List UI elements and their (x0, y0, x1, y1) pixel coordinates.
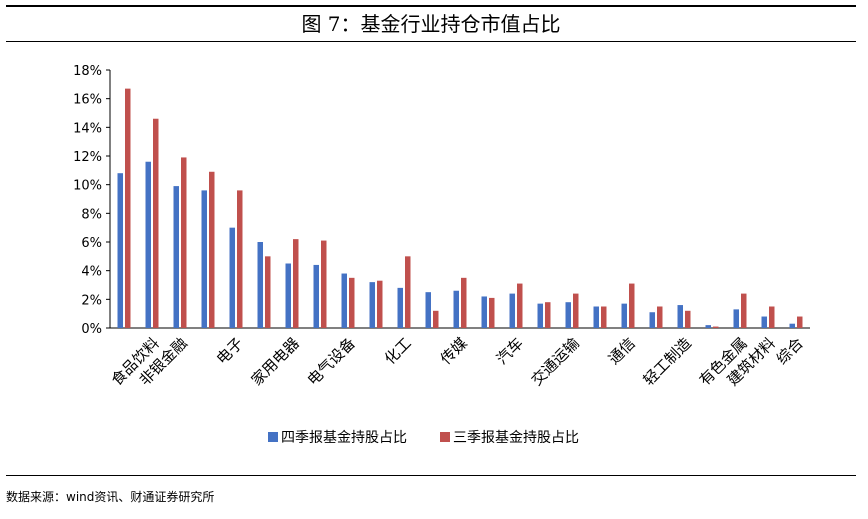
y-tick-label: 14% (73, 121, 102, 136)
bar-q3 (209, 171, 215, 328)
bar-q3 (125, 88, 131, 328)
x-tick-label: 轻工制造 (640, 334, 695, 389)
y-tick-label: 8% (81, 207, 102, 222)
x-tick-label: 汽车 (493, 334, 527, 368)
legend-swatch-q3 (440, 432, 450, 442)
bar-q3 (545, 302, 551, 328)
y-tick-label: 16% (73, 93, 102, 108)
bar-q3 (293, 239, 299, 328)
source-note: 数据来源：wind资讯、财通证券研究所 (6, 490, 215, 504)
bar-q4 (565, 302, 571, 328)
bar-q4 (453, 290, 459, 328)
y-tick-label: 12% (73, 150, 102, 165)
bar-q3 (237, 190, 243, 328)
bar-q4 (677, 305, 683, 328)
bar-q4 (593, 306, 599, 328)
bar-q4 (481, 296, 487, 328)
x-tick-label: 综合 (773, 334, 807, 368)
legend-label-q4: 四季报基金持股占比 (281, 429, 407, 446)
y-tick-label: 6% (81, 236, 102, 251)
bar-q4 (341, 273, 347, 328)
bar-q3 (797, 316, 803, 328)
bar-q3 (713, 326, 719, 328)
bar-q4 (145, 161, 151, 328)
bar-q4 (285, 263, 291, 328)
bar-q3 (405, 256, 411, 328)
x-tick-label: 化工 (381, 334, 415, 368)
bar-q3 (181, 157, 187, 328)
y-tick-label: 4% (81, 265, 102, 280)
bar-q4 (313, 264, 319, 328)
bar-q3 (153, 118, 159, 328)
bar-q4 (257, 242, 263, 328)
legend-swatch-q4 (268, 432, 278, 442)
bar-q4 (733, 309, 739, 328)
y-tick-label: 18% (73, 64, 102, 79)
bar-q4 (229, 227, 235, 328)
bar-q3 (601, 306, 607, 328)
bar-q3 (433, 310, 439, 328)
figure-frame: 图 7：基金行业持仓市值占比 (6, 5, 856, 476)
bar-q4 (369, 282, 375, 328)
bar-q4 (397, 287, 403, 328)
bar-q3 (349, 277, 355, 328)
bar-q4 (509, 293, 515, 328)
legend-label-q3: 三季报基金持股占比 (453, 429, 579, 446)
x-tick-label: 家用电器 (248, 334, 303, 389)
bar-chart: 0%2%4%6%8%10%12%14%16%18%食品饮料非银金融 电子 家用电器电… (73, 64, 810, 446)
y-tick-label: 10% (73, 179, 102, 194)
x-tick-label: 传媒 (437, 334, 471, 368)
bar-q3 (741, 293, 747, 328)
bar-q3 (517, 283, 523, 328)
x-tick-label: 电子 (213, 334, 247, 368)
x-tick-label: 电气设备 (304, 334, 359, 389)
y-tick-label: 0% (81, 322, 102, 337)
bar-q3 (629, 283, 635, 328)
bar-q4 (537, 303, 543, 328)
bar-q4 (117, 173, 123, 328)
bar-q4 (425, 292, 431, 328)
bar-q4 (649, 312, 655, 328)
bar-q3 (377, 280, 383, 328)
bar-q4 (789, 323, 795, 328)
x-tick-label: 交通运输 (528, 334, 583, 389)
bar-q3 (573, 293, 579, 328)
bar-q4 (761, 316, 767, 328)
bar-q4 (621, 303, 627, 328)
bar-q3 (685, 310, 691, 328)
bar-q3 (489, 297, 495, 328)
bar-q4 (173, 186, 179, 328)
x-tick-label: 通信 (605, 334, 639, 368)
bar-q3 (265, 256, 271, 328)
figure-title: 图 7：基金行业持仓市值占比 (6, 5, 856, 42)
bar-q3 (769, 306, 775, 328)
bar-q3 (657, 306, 663, 328)
bar-q3 (321, 240, 327, 328)
bar-q4 (201, 190, 207, 328)
bar-q3 (461, 277, 467, 328)
y-tick-label: 2% (81, 293, 102, 308)
bar-q4 (705, 325, 711, 328)
